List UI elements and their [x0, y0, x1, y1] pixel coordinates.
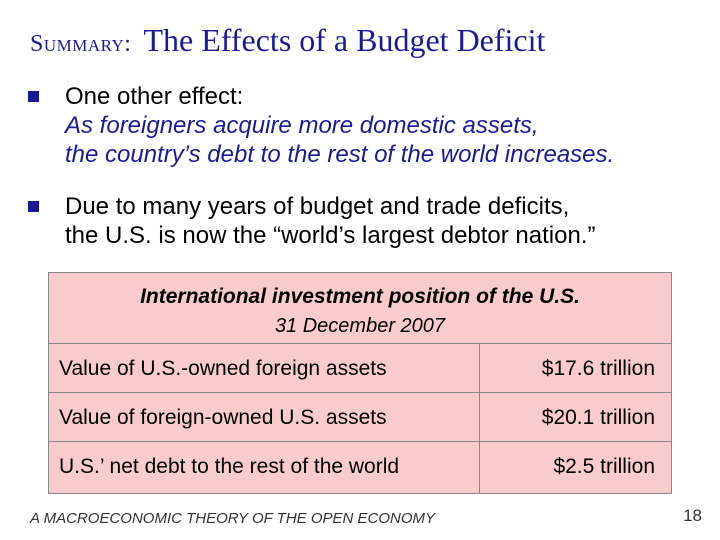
table-row: Value of foreign-owned U.S. assets $20.1…: [49, 393, 671, 442]
page-number: 18: [683, 506, 702, 525]
row-value: $17.6 trillion: [541, 357, 655, 380]
table-header: International investment position of the…: [49, 273, 671, 344]
slide-title: Summary: The Effects of a Budget Deficit: [30, 22, 710, 59]
table-row: U.S.’ net debt to the rest of the world …: [49, 442, 671, 490]
table-row: Value of U.S.-owned foreign assets $17.6…: [49, 344, 671, 393]
row-label: Value of foreign-owned U.S. assets: [59, 406, 387, 429]
bullet-2-line-2: the U.S. is now the “world’s largest deb…: [65, 222, 596, 249]
bullet-1-sub-line-1: As foreigners acquire more domestic asse…: [65, 112, 539, 139]
bullet-1: One other effect: As foreigners acquire …: [28, 82, 708, 169]
bullet-1-text: One other effect:: [65, 83, 244, 110]
square-bullet-icon: [28, 201, 39, 212]
bullet-2: Due to many years of budget and trade de…: [28, 192, 708, 250]
investment-position-table: International investment position of the…: [48, 272, 672, 494]
bullet-1-sub-line-2: the country’s debt to the rest of the wo…: [65, 141, 615, 168]
bullet-2-line-1: Due to many years of budget and trade de…: [65, 193, 570, 220]
slide-footer: A MACROECONOMIC THEORY OF THE OPEN ECONO…: [30, 510, 436, 527]
title-lead: Summary:: [30, 31, 132, 57]
row-label: Value of U.S.-owned foreign assets: [59, 357, 387, 380]
title-main: The Effects of a Budget Deficit: [143, 22, 546, 58]
table-subheading: 31 December 2007: [274, 315, 446, 337]
column-divider: [479, 343, 480, 493]
row-value: $2.5 trillion: [553, 455, 655, 478]
row-label: U.S.’ net debt to the rest of the world: [59, 455, 400, 478]
square-bullet-icon: [28, 91, 39, 102]
table-heading: International investment position of the…: [140, 285, 580, 308]
row-value: $20.1 trillion: [541, 406, 655, 429]
